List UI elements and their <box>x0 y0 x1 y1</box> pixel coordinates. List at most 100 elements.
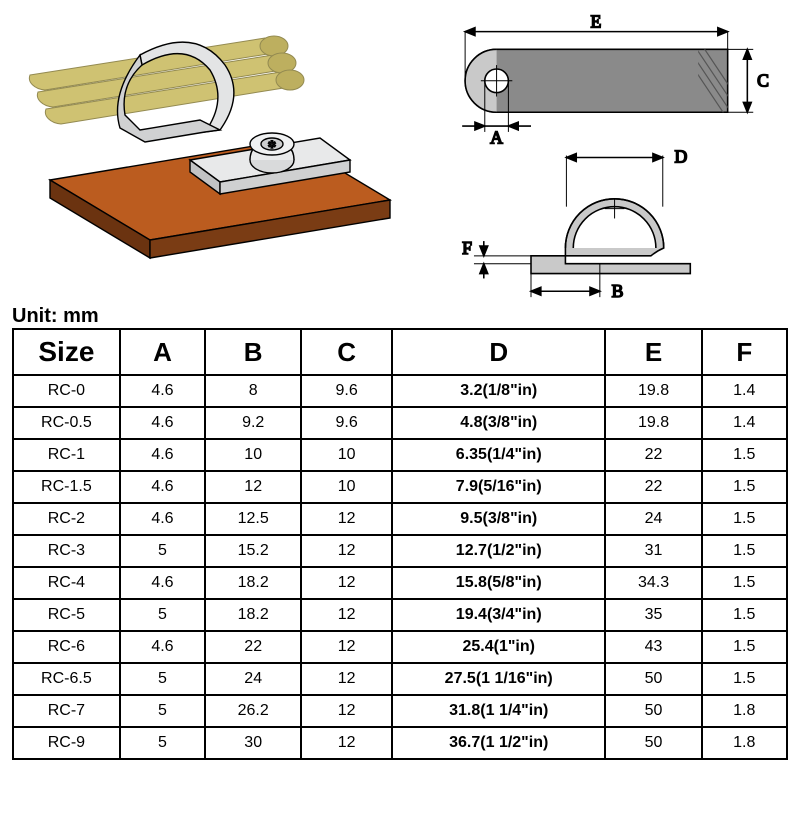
cell-e: 50 <box>605 695 701 727</box>
cell-e: 22 <box>605 471 701 503</box>
cell-c: 12 <box>301 631 392 663</box>
cell-c: 10 <box>301 439 392 471</box>
cell-d: 12.7(1/2"in) <box>392 535 606 567</box>
cell-f: 1.5 <box>702 599 787 631</box>
cell-size: RC-4 <box>13 567 120 599</box>
cell-size: RC-3 <box>13 535 120 567</box>
col-a-header: A <box>120 329 205 375</box>
cell-b: 24 <box>205 663 301 695</box>
cell-size: RC-6.5 <box>13 663 120 695</box>
table-row: RC-04.689.63.2(1/8"in)19.81.4 <box>13 375 787 407</box>
cell-f: 1.5 <box>702 439 787 471</box>
table-row: RC-7526.21231.8(1 1/4"in)501.8 <box>13 695 787 727</box>
cell-b: 10 <box>205 439 301 471</box>
col-size-header: Size <box>13 329 120 375</box>
cell-f: 1.4 <box>702 407 787 439</box>
cell-a: 4.6 <box>120 407 205 439</box>
table-header-row: Size A B C D E F <box>13 329 787 375</box>
cell-d: 36.7(1 1/2"in) <box>392 727 606 759</box>
cell-b: 18.2 <box>205 567 301 599</box>
cell-d: 27.5(1 1/16"in) <box>392 663 606 695</box>
cell-d: 19.4(3/4"in) <box>392 599 606 631</box>
svg-text:✱: ✱ <box>268 140 276 151</box>
top-illustration-row: ✱ <box>0 0 800 305</box>
cell-e: 31 <box>605 535 701 567</box>
cell-size: RC-5 <box>13 599 120 631</box>
cell-e: 19.8 <box>605 375 701 407</box>
table-row: RC-0.54.69.29.64.8(3/8"in)19.81.4 <box>13 407 787 439</box>
table-row: RC-1.54.612107.9(5/16"in)221.5 <box>13 471 787 503</box>
table-row: RC-6.55241227.5(1 1/16"in)501.5 <box>13 663 787 695</box>
cell-b: 8 <box>205 375 301 407</box>
cell-d: 4.8(3/8"in) <box>392 407 606 439</box>
cell-size: RC-6 <box>13 631 120 663</box>
cell-e: 35 <box>605 599 701 631</box>
cell-size: RC-2 <box>13 503 120 535</box>
col-c-header: C <box>301 329 392 375</box>
cell-b: 22 <box>205 631 301 663</box>
cell-size: RC-7 <box>13 695 120 727</box>
cell-a: 5 <box>120 727 205 759</box>
cell-c: 12 <box>301 695 392 727</box>
cell-b: 12.5 <box>205 503 301 535</box>
col-f-header: F <box>702 329 787 375</box>
table-row: RC-14.610106.35(1/4"in)221.5 <box>13 439 787 471</box>
cell-f: 1.5 <box>702 631 787 663</box>
dim-e-label: E <box>590 12 601 32</box>
cell-c: 9.6 <box>301 407 392 439</box>
table-row: RC-24.612.5129.5(3/8"in)241.5 <box>13 503 787 535</box>
cell-size: RC-0.5 <box>13 407 120 439</box>
cell-c: 12 <box>301 599 392 631</box>
cell-d: 3.2(1/8"in) <box>392 375 606 407</box>
cell-d: 15.8(5/8"in) <box>392 567 606 599</box>
cell-c: 12 <box>301 663 392 695</box>
cell-a: 4.6 <box>120 471 205 503</box>
cell-size: RC-9 <box>13 727 120 759</box>
cell-f: 1.5 <box>702 567 787 599</box>
cell-a: 4.6 <box>120 567 205 599</box>
table-row: RC-64.6221225.4(1"in)431.5 <box>13 631 787 663</box>
cell-a: 5 <box>120 663 205 695</box>
cell-c: 12 <box>301 503 392 535</box>
cell-e: 19.8 <box>605 407 701 439</box>
col-b-header: B <box>205 329 301 375</box>
table-row: RC-3515.21212.7(1/2"in)311.5 <box>13 535 787 567</box>
cell-size: RC-0 <box>13 375 120 407</box>
dim-c-label: C <box>757 71 769 91</box>
cell-a: 5 <box>120 535 205 567</box>
table-row: RC-44.618.21215.8(5/8"in)34.31.5 <box>13 567 787 599</box>
cell-b: 18.2 <box>205 599 301 631</box>
cell-f: 1.5 <box>702 535 787 567</box>
cell-e: 24 <box>605 503 701 535</box>
cell-a: 5 <box>120 695 205 727</box>
cell-d: 7.9(5/16"in) <box>392 471 606 503</box>
table-row: RC-5518.21219.4(3/4"in)351.5 <box>13 599 787 631</box>
dim-b-label: B <box>612 281 624 301</box>
cell-size: RC-1.5 <box>13 471 120 503</box>
cell-f: 1.4 <box>702 375 787 407</box>
dimension-diagrams: E C A <box>400 10 780 305</box>
cell-f: 1.5 <box>702 471 787 503</box>
cell-c: 12 <box>301 727 392 759</box>
cell-b: 9.2 <box>205 407 301 439</box>
col-e-header: E <box>605 329 701 375</box>
cell-f: 1.5 <box>702 503 787 535</box>
dim-a-label: A <box>490 128 503 148</box>
cell-b: 30 <box>205 727 301 759</box>
cell-a: 5 <box>120 599 205 631</box>
cell-a: 4.6 <box>120 439 205 471</box>
dim-d-label: D <box>675 146 688 166</box>
cell-c: 12 <box>301 567 392 599</box>
dimensions-table: Size A B C D E F RC-04.689.63.2(1/8"in)1… <box>12 328 788 760</box>
cell-f: 1.5 <box>702 663 787 695</box>
cell-d: 25.4(1"in) <box>392 631 606 663</box>
cell-e: 34.3 <box>605 567 701 599</box>
col-d-header: D <box>392 329 606 375</box>
cell-a: 4.6 <box>120 503 205 535</box>
cell-b: 12 <box>205 471 301 503</box>
cell-a: 4.6 <box>120 375 205 407</box>
cell-c: 12 <box>301 535 392 567</box>
isometric-illustration: ✱ <box>20 10 400 290</box>
cell-f: 1.8 <box>702 695 787 727</box>
cell-c: 9.6 <box>301 375 392 407</box>
